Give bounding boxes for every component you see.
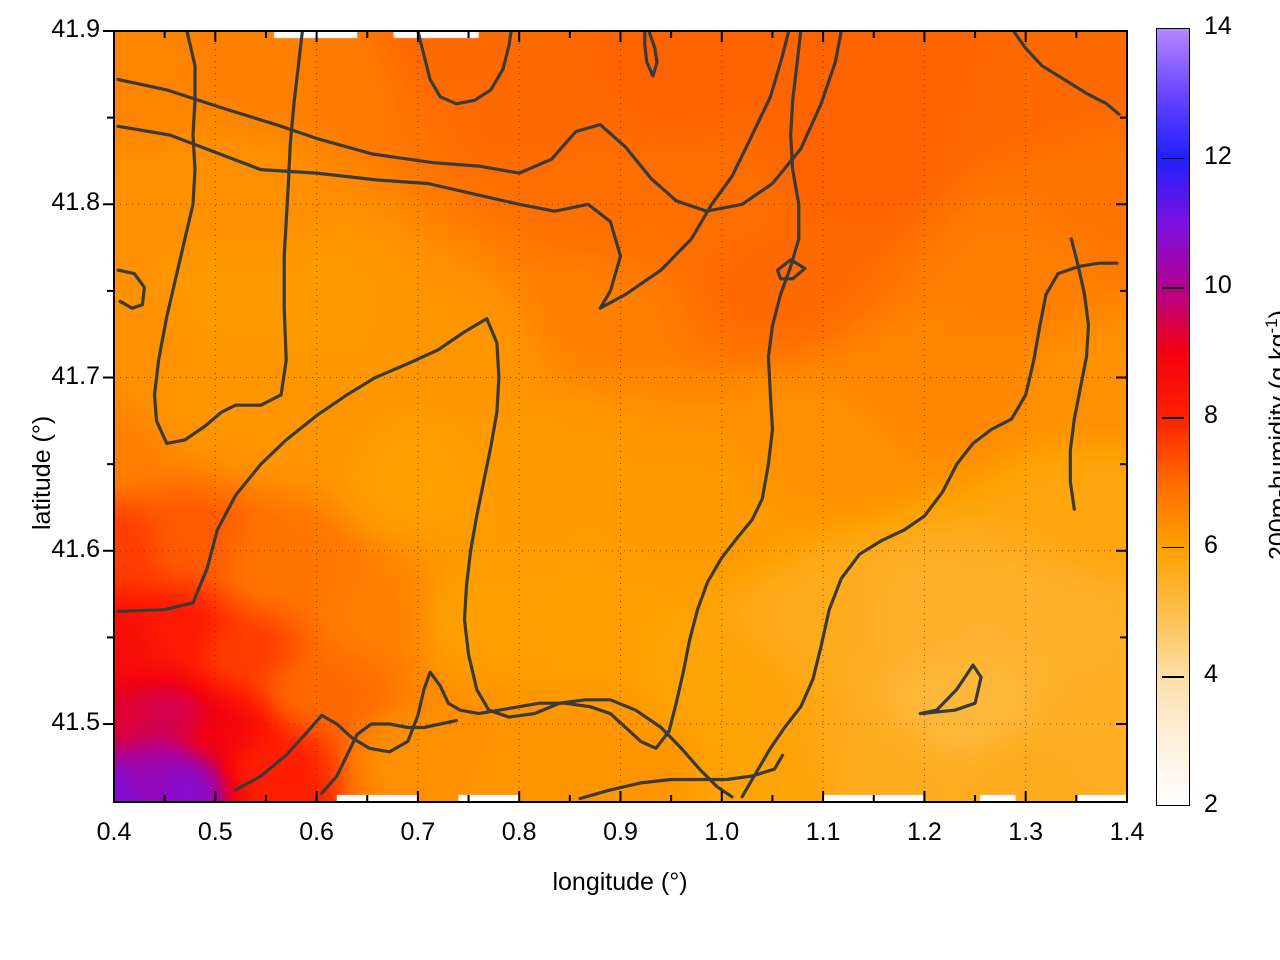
x-tick-label: 1.1 [805, 818, 841, 846]
colorbar-border [1156, 28, 1190, 806]
colorbar-tick [1162, 546, 1184, 549]
x-tick-label: 0.8 [501, 818, 537, 846]
x-tick-label: 0.7 [400, 818, 436, 846]
colorbar-title-main: 200m-humidity (g kg [1264, 333, 1280, 560]
y-tick-label: 41.8 [51, 188, 100, 217]
x-tick-label: 1.4 [1109, 818, 1145, 846]
colorbar-title: 200m-humidity (g kg-1) [1262, 310, 1280, 560]
colorbar-tick [1162, 287, 1184, 289]
x-tick-label: 0.9 [603, 818, 638, 846]
x-tick-label: 1.3 [1008, 818, 1044, 846]
grid-lines [114, 31, 1127, 802]
colorbar-tick-label: 12 [1204, 141, 1232, 170]
x-tick-label: 0.5 [197, 818, 233, 846]
colorbar-tick-label: 2 [1204, 790, 1218, 818]
colorbar-tick-label: 8 [1204, 401, 1218, 429]
colorbar-title-tail: ) [1264, 310, 1280, 318]
plot-area [114, 31, 1127, 802]
colorbar-title-exponent: -1 [1262, 318, 1280, 334]
colorbar-tick-label: 14 [1204, 12, 1232, 40]
y-tick-label: 41.9 [51, 15, 100, 43]
colorbar-tick-label: 4 [1204, 660, 1218, 689]
colorbar-tick [1162, 157, 1184, 160]
y-tick-label: 41.7 [51, 361, 100, 390]
colorbar-tick-label: 6 [1204, 530, 1218, 559]
colorbar-tick [1162, 417, 1184, 419]
colorbar-tick [1162, 676, 1184, 678]
y-tick-label: 41.6 [51, 534, 100, 563]
x-tick-label: 1.0 [704, 818, 740, 846]
colorbar-tick-label: 10 [1204, 271, 1232, 300]
y-axis-title: latitude (°) [28, 415, 56, 530]
x-tick-label: 0.6 [299, 818, 334, 846]
contour-lines [116, 31, 1121, 801]
x-tick-label: 0.4 [96, 818, 132, 846]
x-axis-title: longitude (°) [552, 868, 688, 896]
x-tick-label: 1.2 [907, 818, 942, 846]
y-tick-label: 41.5 [51, 708, 100, 737]
